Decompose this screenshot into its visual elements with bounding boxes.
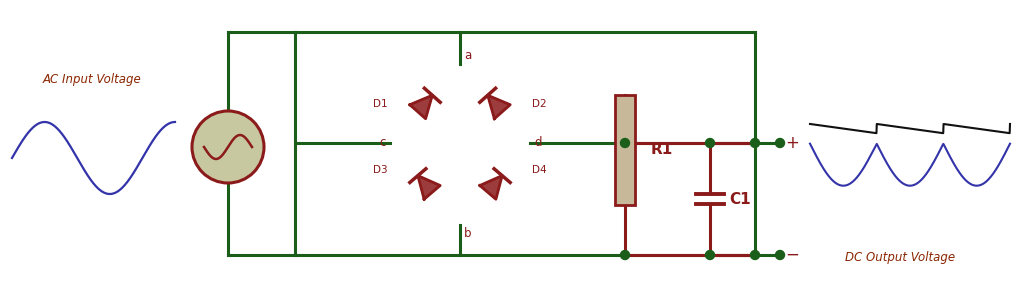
- Text: AC Input Voltage: AC Input Voltage: [43, 74, 141, 86]
- Bar: [615, 95, 635, 205]
- Circle shape: [621, 138, 630, 148]
- Text: a: a: [464, 49, 471, 62]
- Circle shape: [706, 138, 715, 148]
- Circle shape: [751, 138, 760, 148]
- Text: C1: C1: [729, 191, 751, 206]
- Text: +: +: [785, 134, 799, 152]
- Text: R1: R1: [651, 143, 673, 158]
- Circle shape: [775, 138, 784, 148]
- Text: D2: D2: [532, 99, 547, 109]
- Text: DC Output Voltage: DC Output Voltage: [845, 251, 955, 265]
- Text: D1: D1: [374, 99, 388, 109]
- Polygon shape: [418, 176, 440, 199]
- Text: c: c: [380, 136, 386, 150]
- Circle shape: [706, 250, 715, 260]
- Text: D3: D3: [374, 165, 388, 175]
- Text: D4: D4: [532, 165, 547, 175]
- Circle shape: [193, 111, 264, 183]
- Circle shape: [775, 250, 784, 260]
- Circle shape: [751, 250, 760, 260]
- Text: d: d: [534, 136, 542, 150]
- Polygon shape: [410, 95, 432, 119]
- Circle shape: [621, 250, 630, 260]
- Polygon shape: [487, 95, 510, 119]
- Text: b: b: [464, 227, 471, 240]
- Text: −: −: [785, 246, 799, 264]
- Polygon shape: [480, 176, 502, 199]
